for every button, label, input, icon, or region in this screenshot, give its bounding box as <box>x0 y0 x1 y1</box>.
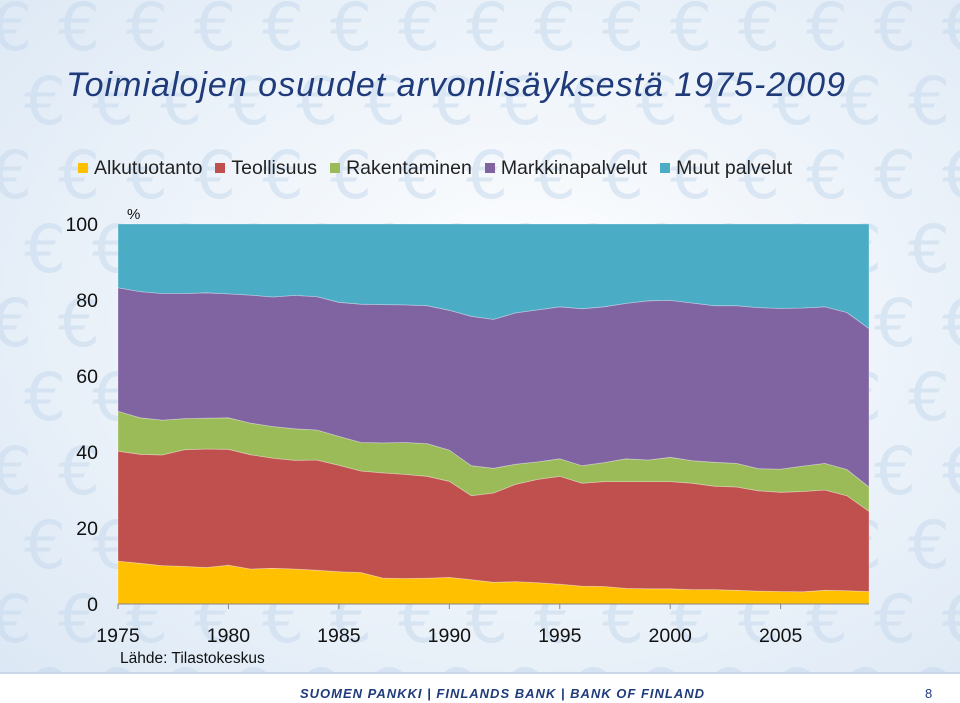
legend-label: Teollisuus <box>231 156 318 179</box>
euro-icon: € <box>942 0 960 66</box>
euro-icon: € <box>704 63 746 140</box>
euro-icon: € <box>296 63 338 140</box>
y-tick-label: 0 <box>87 594 98 616</box>
euro-icon: € <box>126 137 168 214</box>
euro-icon: € <box>432 63 474 140</box>
euro-icon: € <box>908 211 950 288</box>
legend-item: Teollisuus <box>215 157 317 180</box>
euro-icon: € <box>534 137 576 214</box>
euro-icon: € <box>160 63 202 140</box>
euro-icon: € <box>24 211 66 288</box>
euro-icon: € <box>874 285 916 362</box>
chart-legend: Alkutuotanto Teollisuus Rakentaminen Markki… <box>78 155 805 181</box>
euro-icon: € <box>568 63 610 140</box>
euro-icon: € <box>806 0 848 66</box>
legend-label: Muut palvelut <box>676 156 793 179</box>
x-tick-label: 1980 <box>207 625 251 647</box>
euro-icon: € <box>874 0 916 66</box>
euro-icon: € <box>194 137 236 214</box>
legend-item: Muut palvelut <box>660 157 792 180</box>
euro-icon: € <box>942 433 960 510</box>
euro-icon: € <box>58 137 100 214</box>
y-tick-label: 60 <box>76 366 98 388</box>
euro-icon: € <box>942 285 960 362</box>
euro-icon: € <box>670 137 712 214</box>
euro-icon: € <box>398 0 440 66</box>
y-tick-label: 40 <box>76 442 98 464</box>
source-note: Lähde: Tilastokeskus <box>120 650 265 667</box>
legend-item: Markkinapalvelut <box>484 156 648 180</box>
legend-swatch <box>660 163 671 173</box>
legend-swatch <box>215 163 226 173</box>
euro-icon: € <box>194 0 236 66</box>
euro-icon: € <box>602 0 644 66</box>
euro-icon: € <box>0 433 32 510</box>
euro-icon: € <box>466 137 508 214</box>
page-number: 8 <box>925 686 933 701</box>
legend-label: Rakentaminen <box>346 156 472 179</box>
euro-icon: € <box>0 285 32 362</box>
euro-icon: € <box>364 63 406 140</box>
euro-icon: € <box>126 0 168 66</box>
page-title: Toimialojen osuudet arvonlisäyksestä 197… <box>66 66 846 104</box>
euro-icon: € <box>0 0 32 66</box>
euro-icon: € <box>908 63 950 140</box>
x-tick-label: 1995 <box>538 625 582 647</box>
x-tick-label: 2000 <box>649 625 693 647</box>
legend-item: Alkutuotanto <box>78 157 202 180</box>
footer-band <box>0 672 960 703</box>
x-tick-label: 2005 <box>759 625 803 647</box>
euro-icon: € <box>228 63 270 140</box>
euro-icon: € <box>500 63 542 140</box>
euro-icon: € <box>262 137 304 214</box>
euro-icon: € <box>602 137 644 214</box>
euro-icon: € <box>772 63 814 140</box>
legend-swatch <box>330 163 341 173</box>
euro-icon: € <box>840 63 882 140</box>
euro-icon: € <box>58 0 100 66</box>
euro-icon: € <box>398 137 440 214</box>
euro-icon: € <box>874 433 916 510</box>
footer-bank-name: SUOMEN PANKKI | FINLANDS BANK | BANK OF … <box>300 686 706 701</box>
euro-icon: € <box>24 507 66 584</box>
euro-icon: € <box>58 433 100 510</box>
y-tick-label: 100 <box>65 214 98 236</box>
area-series <box>117 223 870 330</box>
y-tick-label: 80 <box>76 290 98 312</box>
euro-icon: € <box>942 137 960 214</box>
euro-icon: € <box>466 0 508 66</box>
legend-swatch <box>78 163 88 173</box>
euro-icon: € <box>874 581 916 658</box>
x-tick-label: 1990 <box>428 625 472 647</box>
euro-icon: € <box>92 63 134 140</box>
euro-icon: € <box>58 581 100 658</box>
euro-icon: € <box>738 0 780 66</box>
euro-icon: € <box>330 137 372 214</box>
euro-icon: € <box>534 0 576 66</box>
euro-icon: € <box>908 507 950 584</box>
x-tick-label: 1975 <box>96 625 140 647</box>
euro-icon: € <box>942 581 960 658</box>
y-unit-label: % <box>127 206 140 223</box>
euro-icon: € <box>738 137 780 214</box>
y-tick-label: 20 <box>76 518 98 540</box>
euro-icon: € <box>330 0 372 66</box>
legend-item: Rakentaminen <box>330 157 472 180</box>
euro-icon: € <box>24 359 66 436</box>
euro-icon: € <box>908 359 950 436</box>
euro-icon: € <box>670 0 712 66</box>
x-tick-label: 1985 <box>317 625 361 647</box>
legend-label: Alkutuotanto <box>94 156 203 179</box>
legend-label: Markkinapalvelut <box>500 156 648 179</box>
euro-icon: € <box>806 137 848 214</box>
euro-icon: € <box>58 285 100 362</box>
euro-icon: € <box>24 63 66 140</box>
euro-icon: € <box>874 137 916 214</box>
legend-swatch <box>484 163 495 173</box>
euro-icon: € <box>0 581 32 658</box>
euro-icon: € <box>636 63 678 140</box>
euro-icon: € <box>0 137 32 214</box>
euro-icon: € <box>262 0 304 66</box>
